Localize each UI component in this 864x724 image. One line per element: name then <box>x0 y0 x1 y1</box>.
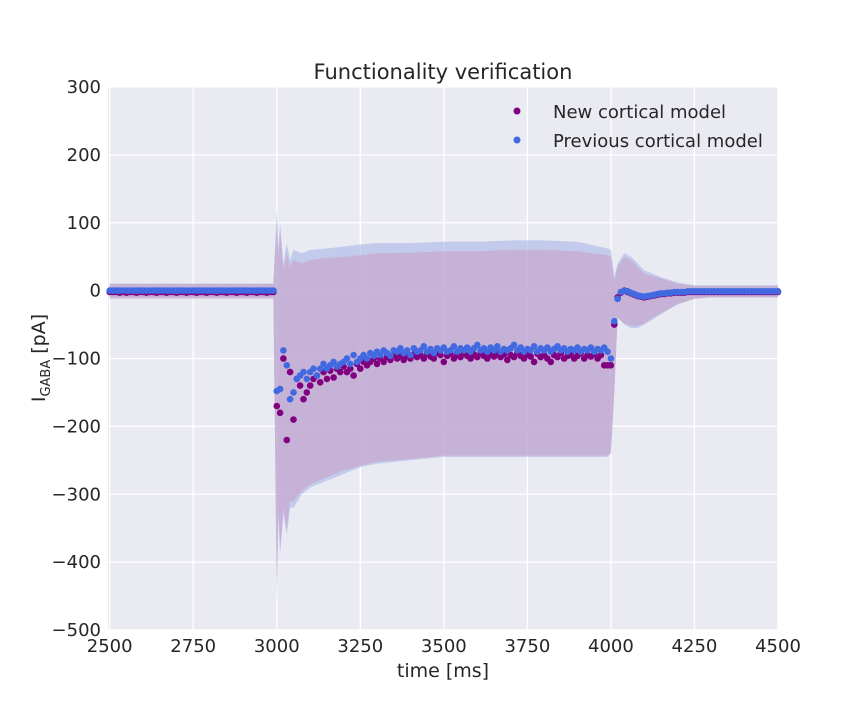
legend: New cortical model Previous cortical mod… <box>513 102 763 152</box>
new-model-point <box>323 375 331 383</box>
y-tick-label: 300 <box>67 77 101 98</box>
previous-model-point <box>530 343 538 350</box>
y-tick-label: −200 <box>52 416 101 437</box>
new-model-point <box>597 351 605 359</box>
x-tick-label: 4500 <box>755 636 801 657</box>
new-model-point <box>380 358 388 366</box>
previous-model-point <box>397 345 404 352</box>
new-model-point <box>316 379 324 386</box>
previous-model-point <box>350 351 357 359</box>
y-tick-label: 200 <box>67 145 101 166</box>
previous-model-point <box>283 362 291 369</box>
x-axis-label: time [ms] <box>397 660 489 682</box>
new-model-point <box>280 355 287 362</box>
legend-marker-new <box>513 107 521 115</box>
new-model-point <box>283 436 291 444</box>
y-tick-label: −400 <box>52 552 101 573</box>
y-tick-label: −100 <box>52 349 101 370</box>
previous-model-point <box>430 349 438 357</box>
x-tick-label: 3250 <box>337 636 383 657</box>
previous-model-point <box>330 358 337 366</box>
x-tick-label: 3500 <box>421 636 467 657</box>
previous-model-point <box>774 288 782 295</box>
confidence-bands <box>109 209 778 603</box>
x-tick-label: 3750 <box>504 636 550 657</box>
previous-model-point <box>310 365 317 373</box>
new-model-point <box>430 355 438 362</box>
y-tick-label: −300 <box>52 484 101 505</box>
legend-marker-previous <box>513 136 521 144</box>
y-tick-label: 0 <box>90 281 101 302</box>
new-model-point <box>273 402 281 410</box>
new-model-point <box>420 355 428 362</box>
previous-model-point <box>510 341 518 349</box>
new-model-point <box>330 374 337 381</box>
previous-model-point <box>614 295 621 303</box>
previous-model-point <box>347 360 354 368</box>
previous-model-point <box>607 355 615 362</box>
y-tick-label: 100 <box>67 213 101 234</box>
new-model-point <box>607 362 615 369</box>
previous-model-point <box>474 341 481 349</box>
new-model-point <box>336 368 344 376</box>
new-model-point <box>357 365 364 373</box>
y-axis-label-subscript: GABA <box>39 360 54 397</box>
new-model-point <box>290 416 297 423</box>
new-model-point <box>547 358 555 366</box>
previous-model-point <box>407 351 414 359</box>
previous-model-point <box>313 372 321 379</box>
new-model-point <box>440 358 448 366</box>
new-model-point <box>504 356 511 364</box>
previous-model-point <box>286 395 294 403</box>
previous-model-point <box>387 352 394 360</box>
new-model-point <box>437 351 444 359</box>
previous-model-point <box>450 343 458 350</box>
new-model-point <box>286 368 294 376</box>
data-points <box>106 287 782 444</box>
previous-model-point <box>280 347 287 354</box>
y-tick-label: −500 <box>52 620 101 641</box>
legend-label-new: New cortical model <box>553 102 726 123</box>
y-axis-label-unit: [pA] <box>28 314 50 360</box>
previous-model-point <box>290 389 297 396</box>
previous-model-point <box>270 287 277 294</box>
x-tick-labels: 2500 2750 3000 3250 3500 3750 4000 4250 4500 <box>87 636 801 657</box>
new-model-point <box>350 372 357 379</box>
previous-model-point <box>320 360 327 368</box>
previous-model-point <box>403 347 411 354</box>
previous-model-point <box>276 385 284 393</box>
new-model-point <box>347 365 354 373</box>
new-model-point <box>296 382 304 389</box>
x-tick-label: 2500 <box>87 636 133 657</box>
legend-label-previous: Previous cortical model <box>553 131 763 152</box>
previous-model-point <box>363 355 371 362</box>
new-model-point <box>373 360 381 368</box>
new-model-point <box>303 389 311 396</box>
y-axis-label: IGABA [pA] <box>28 314 54 402</box>
x-tick-label: 3000 <box>254 636 300 657</box>
new-model-point <box>527 353 534 360</box>
previous-model-point <box>300 368 307 376</box>
new-model-point <box>530 358 538 366</box>
y-axis-label-main: I <box>28 397 50 403</box>
y-tick-labels: −500 −400 −300 −200 −100 0 100 200 300 <box>52 77 101 641</box>
x-tick-label: 4250 <box>672 636 718 657</box>
chart-title: Functionality verification <box>314 60 573 84</box>
previous-model-point <box>377 351 384 359</box>
previous-model-point <box>420 343 428 350</box>
previous-model-point <box>604 348 611 356</box>
previous-model-point <box>316 365 324 373</box>
x-tick-label: 2750 <box>170 636 216 657</box>
previous-model-point <box>494 343 501 350</box>
previous-model-point <box>343 355 351 362</box>
band-new-cortical-model <box>109 222 778 590</box>
previous-model-point <box>303 375 311 383</box>
previous-model-point <box>611 317 618 325</box>
new-model-point <box>276 409 284 417</box>
new-model-point <box>306 382 314 389</box>
x-tick-label: 4000 <box>588 636 634 657</box>
new-model-point <box>300 395 307 403</box>
